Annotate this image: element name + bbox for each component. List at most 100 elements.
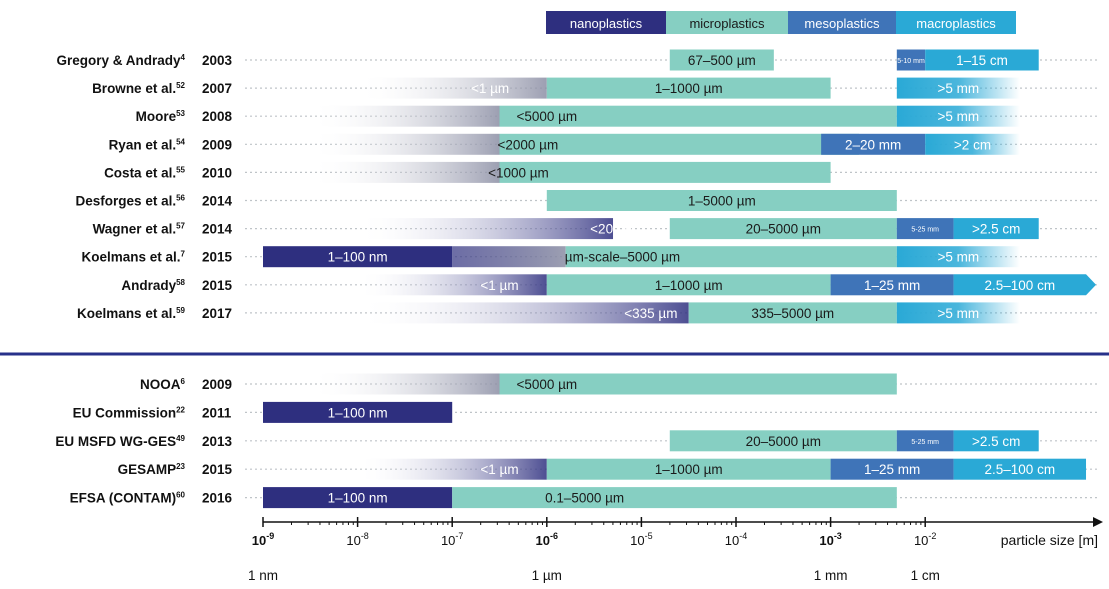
row-year: 2014 xyxy=(202,222,233,237)
range-segment xyxy=(896,246,1020,268)
fade-band xyxy=(310,133,500,155)
fade-band xyxy=(357,274,547,296)
lower-bound-label: <335 µm xyxy=(624,306,677,321)
particle-size-axis: 10-9 1 nm 10-8 10-7 10-6 1 µm 10-5 10-4 10-3 1 mm… xyxy=(248,517,1103,583)
row-andrady-2015: Andrady58 2015 1–1000 µm 1–25 mm 2.5–100 cm <… xyxy=(121,274,1100,296)
row-author: Koelmans et al.59 xyxy=(77,306,185,321)
range-segment xyxy=(953,218,1039,240)
range-segment xyxy=(821,133,926,155)
axis-tick-label: 10-9 xyxy=(252,531,274,548)
range-label: 5-10 mm xyxy=(897,58,925,65)
range-label: 5-25 mm xyxy=(911,227,939,234)
row-year: 2014 xyxy=(202,194,233,209)
axis-unit-label: 1 nm xyxy=(248,568,278,583)
range-segment xyxy=(499,161,831,183)
range-label: <20 µm xyxy=(590,222,636,237)
row-browne-et-al-2007: Browne et al.52 2007 1–1000 µm >5 mm <1 µm xyxy=(92,77,1100,99)
range-segment xyxy=(499,373,897,395)
row-year: 2008 xyxy=(202,109,233,124)
row-eu-msfd-wg-ges-2013: EU MSFD WG-GES49 2013 20–5000 µm 5-25 mm >2.… xyxy=(55,430,1100,452)
lower-bound-label: <1 µm xyxy=(480,462,518,477)
row-gesamp-2015: GESAMP23 2015 1–1000 µm 1–25 mm 2.5–100 cm <1… xyxy=(118,458,1100,480)
row-author: EU MSFD WG-GES49 xyxy=(55,434,185,449)
range-label: >5 mm xyxy=(937,250,979,265)
row-author: Moore53 xyxy=(136,109,186,124)
range-segment xyxy=(896,49,926,71)
range-label: 2.5–100 cm xyxy=(985,462,1056,477)
row-moore-2008: Moore53 2008 <5000 µm >5 mm xyxy=(136,105,1100,127)
row-year: 2015 xyxy=(202,278,233,293)
row-author: Andrady58 xyxy=(121,278,185,293)
axis-tick-label: 10-5 xyxy=(630,531,652,548)
row-year: 2003 xyxy=(202,53,233,68)
range-segment xyxy=(896,105,1020,127)
axis-unit-label: 1 mm xyxy=(814,568,848,583)
fade-band xyxy=(357,302,689,324)
range-segment xyxy=(565,246,897,268)
axis-title: particle size [m] xyxy=(1001,532,1098,548)
range-segment xyxy=(263,487,453,509)
axis-tick-label: 10-8 xyxy=(346,531,368,548)
fade-band xyxy=(310,373,500,395)
row-author: GESAMP23 xyxy=(118,462,186,477)
range-segment xyxy=(546,190,897,211)
row-author: Koelmans et al.7 xyxy=(82,250,186,265)
range-label: 1–1000 µm xyxy=(655,81,723,96)
range-segment xyxy=(896,218,954,240)
range-label: 67–500 µm xyxy=(688,53,756,68)
row-costa-et-al-2010: Costa et al.55 2010 <1000 µm xyxy=(104,161,1100,183)
axis-tick-label: 10-3 xyxy=(819,531,841,548)
range-label: <2000 µm xyxy=(498,137,559,152)
fade-band xyxy=(310,161,500,183)
range-label: 0.1–5000 µm xyxy=(545,491,624,506)
range-label: µm-scale–5000 µm xyxy=(565,250,680,265)
axis-tick-label: 10-7 xyxy=(441,531,463,548)
range-label: 2–20 mm xyxy=(845,137,901,152)
row-author: EFSA (CONTAM)60 xyxy=(70,491,186,506)
lower-bound-label: <1 µm xyxy=(480,278,518,293)
row-koelmans-et-al-2017: Koelmans et al.59 2017 335–5000 µm >5 mm <33… xyxy=(77,302,1100,324)
range-label: 1–25 mm xyxy=(864,278,920,293)
range-label: 1–1000 µm xyxy=(655,278,723,293)
range-segment xyxy=(925,133,1020,155)
range-label: 5-25 mm xyxy=(911,439,939,446)
legend-nanoplastics: nanoplastics xyxy=(570,16,643,31)
legend-macroplastics-swatch xyxy=(896,11,1016,34)
axis-unit-label: 1 µm xyxy=(532,568,562,583)
legend-nanoplastics-swatch xyxy=(546,11,666,34)
range-label: >5 mm xyxy=(937,109,979,124)
row-year: 2016 xyxy=(202,491,233,506)
lower-bound-label: <1 µm xyxy=(471,81,509,96)
range-segment xyxy=(925,49,1039,71)
range-segment xyxy=(546,274,831,296)
range-label: 1–1000 µm xyxy=(655,462,723,477)
range-label: >5 mm xyxy=(937,81,979,96)
range-label: 20–5000 µm xyxy=(746,222,821,237)
range-segment xyxy=(953,430,1039,452)
range-segment xyxy=(499,105,897,127)
row-year: 2011 xyxy=(202,405,232,420)
legend-microplastics-swatch xyxy=(666,11,788,34)
fade-band xyxy=(310,105,500,127)
range-label: <5000 µm xyxy=(516,377,577,392)
range-label: >2 cm xyxy=(954,137,991,152)
range-label: 1–15 cm xyxy=(956,53,1008,68)
range-label: <1000 µm xyxy=(488,165,549,180)
row-gregory-andrady-2003: Gregory & Andrady4 2003 67–500 µm 5-10 mm 1–… xyxy=(57,49,1100,71)
legend-microplastics: microplastics xyxy=(689,16,765,31)
fade-band xyxy=(452,246,566,268)
legend-macroplastics: macroplastics xyxy=(916,16,996,31)
range-label: 1–100 nm xyxy=(328,491,388,506)
range-label: >2.5 cm xyxy=(972,222,1020,237)
legend-mesoplastics-swatch xyxy=(788,11,896,34)
row-year: 2010 xyxy=(202,165,232,180)
row-year: 2007 xyxy=(202,81,232,96)
range-segment xyxy=(499,133,859,155)
range-segment xyxy=(688,302,897,324)
range-label: 1–100 nm xyxy=(328,405,388,420)
row-author: Gregory & Andrady4 xyxy=(57,53,186,68)
row-efsa-contam-2016: EFSA (CONTAM)60 2016 1–100 nm 0.1–5000 µm xyxy=(70,487,1100,509)
row-year: 2017 xyxy=(202,306,232,321)
row-author: NOOA6 xyxy=(140,377,186,392)
row-year: 2009 xyxy=(202,137,232,152)
